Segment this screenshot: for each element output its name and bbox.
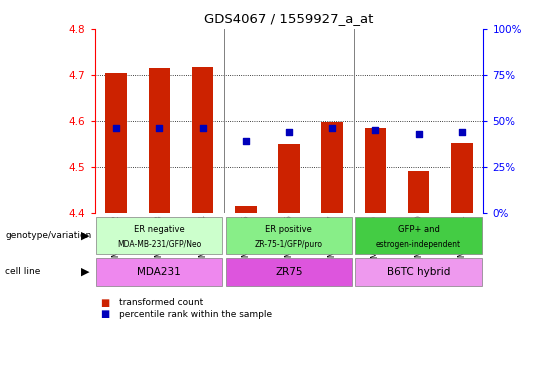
Point	[198, 125, 207, 131]
Point	[457, 129, 466, 135]
Text: ■: ■	[100, 309, 109, 319]
Title: GDS4067 / 1559927_a_at: GDS4067 / 1559927_a_at	[204, 12, 374, 25]
Point	[414, 131, 423, 137]
Bar	[355, 258, 482, 286]
Point	[155, 125, 164, 131]
Text: ZR-75-1/GFP/puro: ZR-75-1/GFP/puro	[255, 240, 323, 248]
Point	[328, 125, 336, 131]
Text: transformed count: transformed count	[119, 298, 203, 307]
Bar	[408, 171, 429, 213]
Text: estrogen-independent: estrogen-independent	[376, 240, 461, 248]
Point	[285, 129, 293, 135]
Text: ER negative: ER negative	[134, 225, 185, 233]
Text: MDA231: MDA231	[137, 267, 181, 277]
Bar	[96, 217, 222, 254]
Bar	[105, 73, 127, 213]
Text: ■: ■	[100, 298, 109, 308]
Bar	[451, 142, 472, 213]
Bar	[321, 122, 343, 213]
Point	[241, 138, 250, 144]
Text: ER positive: ER positive	[266, 225, 312, 233]
Text: cell line: cell line	[5, 267, 41, 276]
Bar	[235, 206, 256, 213]
Text: GFP+ and: GFP+ and	[397, 225, 440, 233]
Text: genotype/variation: genotype/variation	[5, 231, 92, 240]
Bar	[364, 128, 386, 213]
Bar	[192, 66, 213, 213]
Text: percentile rank within the sample: percentile rank within the sample	[119, 310, 272, 319]
Bar	[148, 68, 170, 213]
Bar	[96, 258, 222, 286]
Text: B6TC hybrid: B6TC hybrid	[387, 267, 450, 277]
Text: ZR75: ZR75	[275, 267, 302, 277]
Bar	[226, 217, 352, 254]
Text: ▶: ▶	[80, 267, 89, 277]
Text: MDA-MB-231/GFP/Neo: MDA-MB-231/GFP/Neo	[117, 240, 201, 248]
Bar	[226, 258, 352, 286]
Point	[112, 125, 120, 131]
Point	[371, 127, 380, 133]
Text: ▶: ▶	[80, 230, 89, 240]
Bar	[278, 144, 300, 213]
Bar	[355, 217, 482, 254]
